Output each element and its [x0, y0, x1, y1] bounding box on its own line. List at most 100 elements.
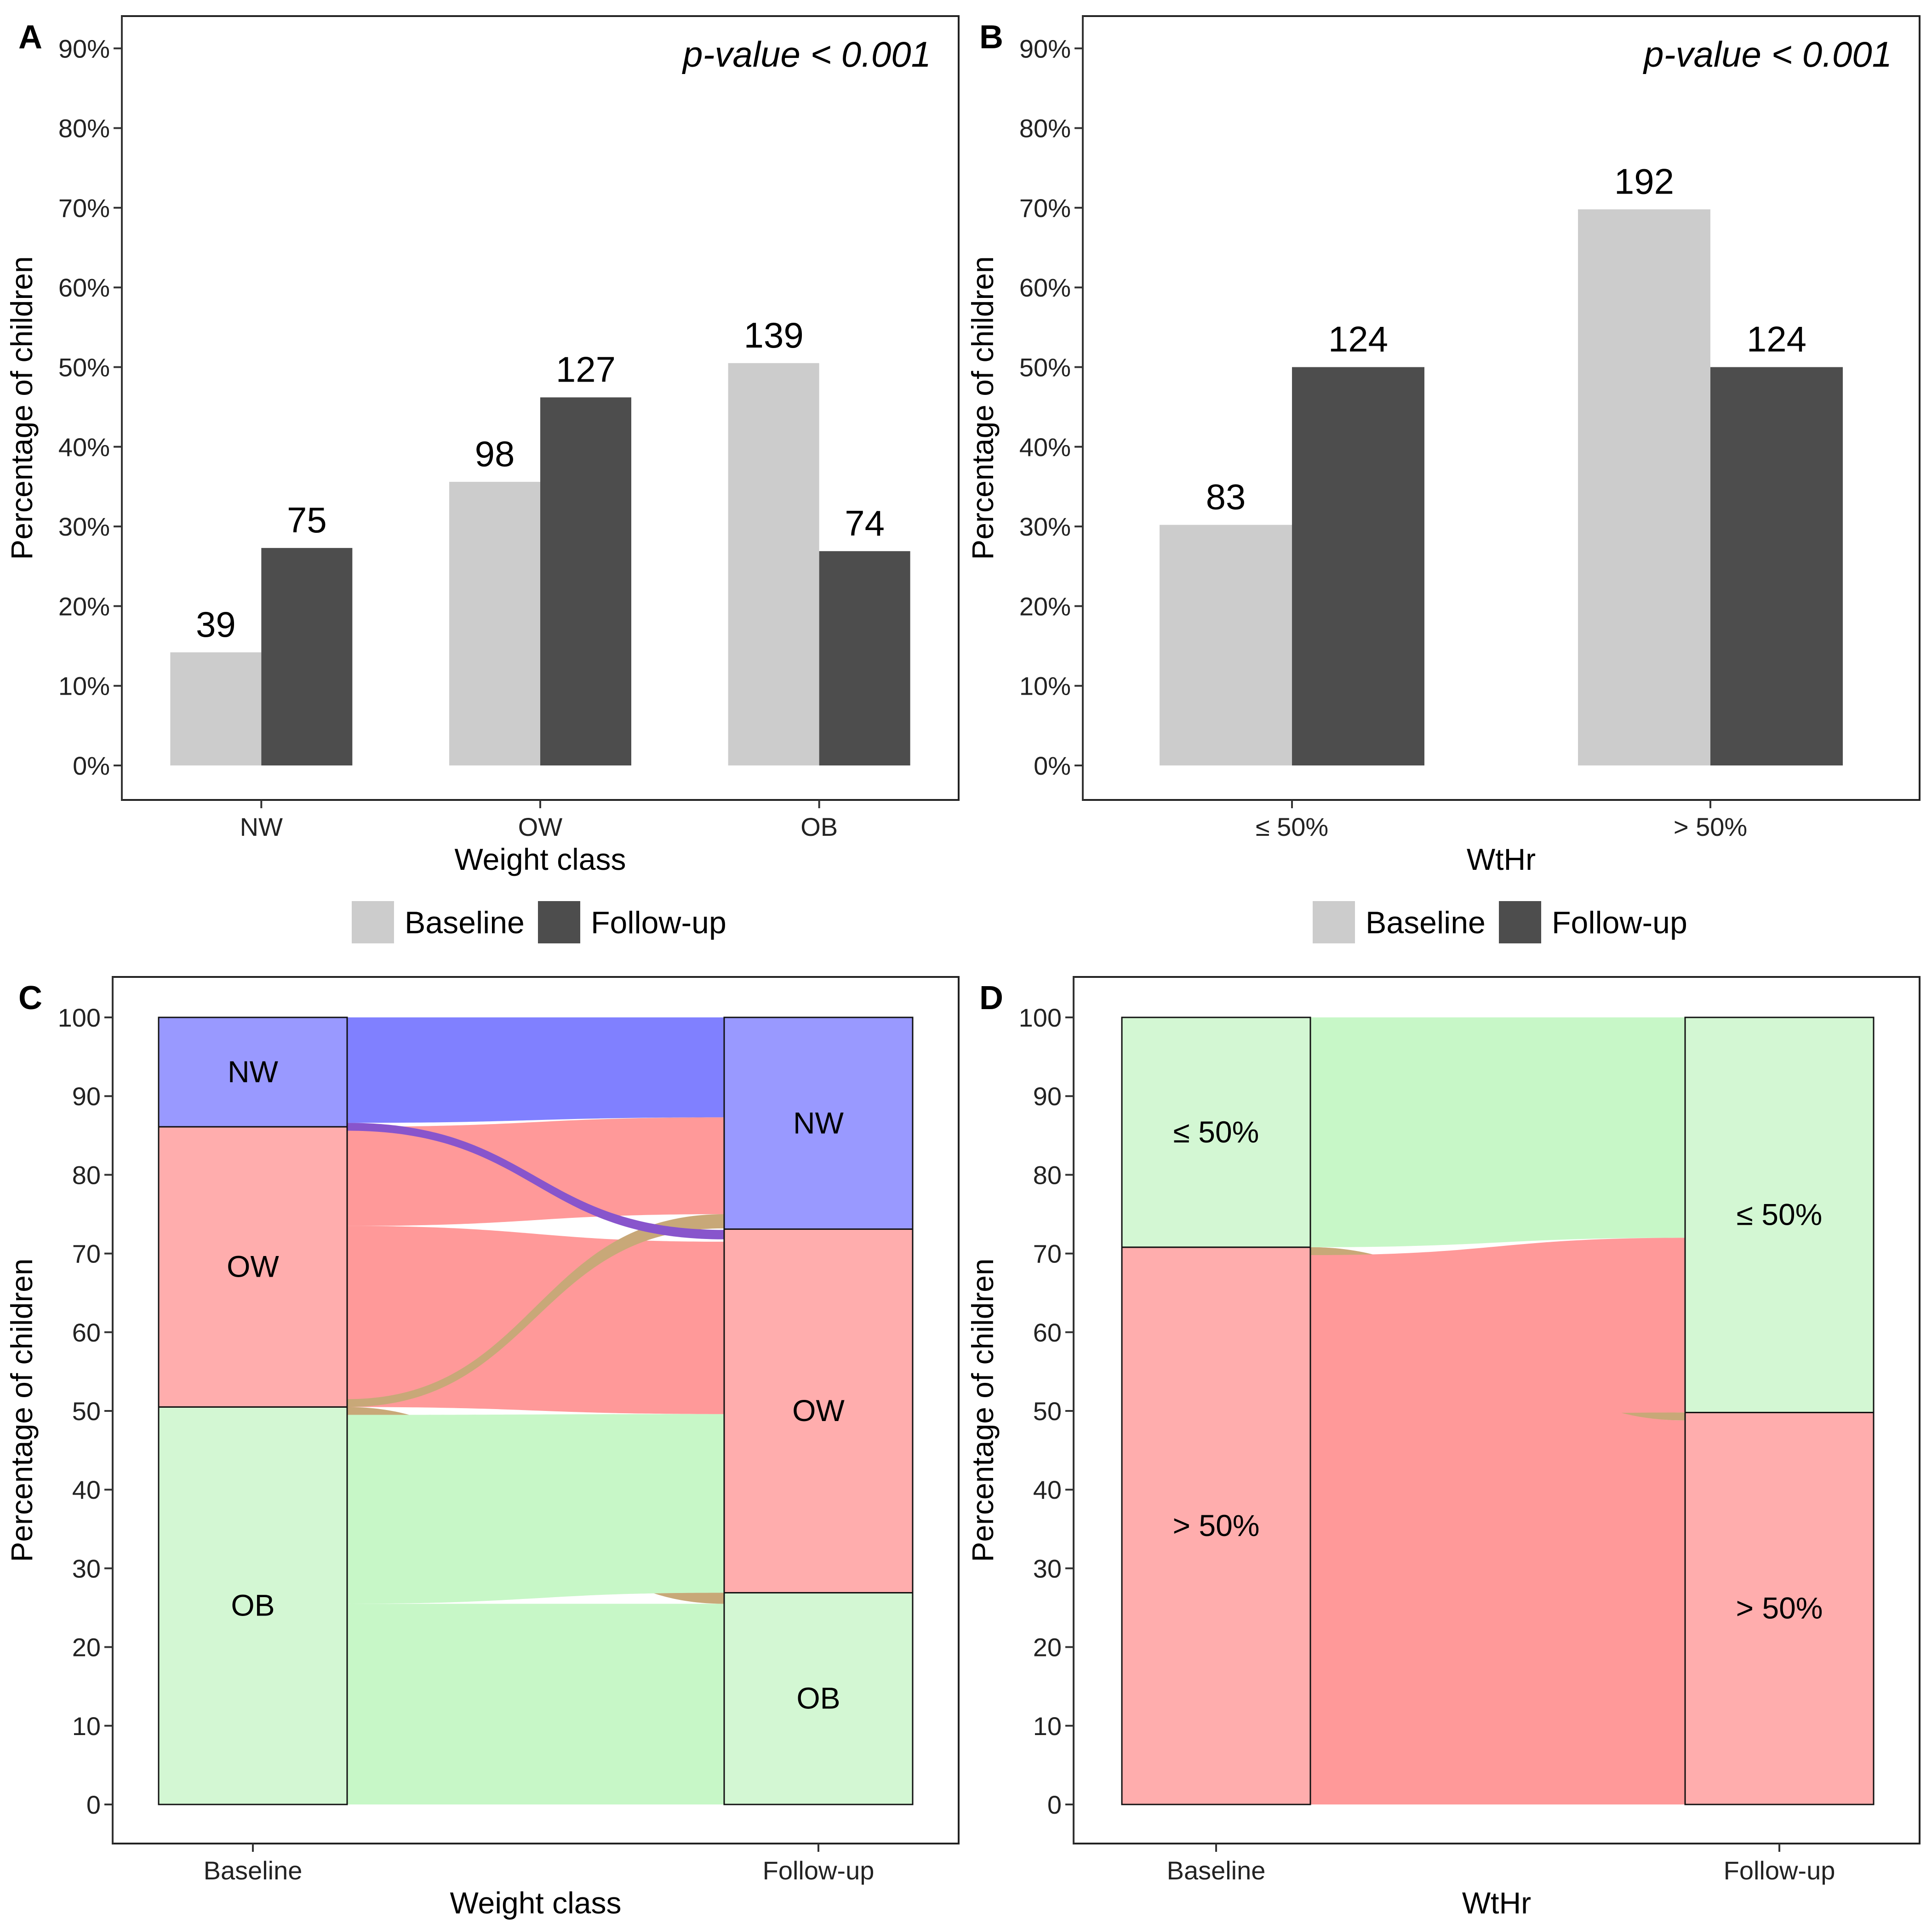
followup-stratum-ow: [723, 1228, 914, 1593]
followup-stratum-ob: [1684, 1016, 1875, 1413]
panel-A-y-tick-label: 60%: [58, 273, 110, 302]
panel-A-y-tick-label: 70%: [58, 194, 110, 223]
followup-stratum-nw: [723, 1016, 914, 1230]
panel-B-y-tick-label: 10%: [1019, 672, 1071, 701]
y-axis-title: Percentage of children: [966, 1258, 1000, 1562]
bar-data-label: 139: [744, 315, 804, 355]
x-axis-title: Weight class: [450, 1886, 622, 1920]
panel-letter: B: [979, 19, 1003, 56]
flow-ow-nw2: [347, 1117, 724, 1226]
flow-ob-ow2: [347, 1414, 724, 1604]
p-value-label: p-value < 0.001: [682, 34, 931, 74]
legend-label-baseline: Baseline: [1366, 905, 1486, 940]
stratum-label: OB: [796, 1681, 840, 1715]
x-tick-label: Follow-up: [763, 1856, 875, 1885]
panel-C-y-tick-label: 80: [72, 1160, 101, 1189]
baseline-bar: [449, 482, 540, 765]
flow-ob-ob: [347, 1604, 724, 1804]
bar-data-label: 83: [1206, 477, 1246, 517]
x-tick-label: Follow-up: [1724, 1856, 1835, 1885]
panel-A: 0% 10% 20% 30% 40% 50% 60% 70% 80% 90% Percentage …: [5, 15, 960, 943]
x-tick-label: OW: [518, 812, 563, 841]
panel-A-y-tick-label: 30%: [58, 512, 110, 541]
baseline-bar: [170, 652, 262, 765]
bar-data-label: 39: [196, 604, 236, 645]
panel-C-y-tick-label: 70: [72, 1239, 101, 1268]
flows: [347, 1017, 724, 1804]
panel-A-y-tick-label: 50%: [58, 353, 110, 382]
x-axis-title: Weight class: [455, 842, 626, 876]
bar-data-label: 75: [287, 500, 327, 540]
bar-data-label: 124: [1328, 319, 1388, 360]
panel-A-y-tick-label: 10%: [58, 672, 110, 701]
panel-A-y-tick-label: 90%: [58, 34, 110, 63]
panel-A-y-tick-label: 80%: [58, 114, 110, 143]
followup-bar: [1710, 367, 1843, 765]
flow-le-le: [1310, 1017, 1685, 1247]
bar-data-label: 127: [556, 349, 616, 389]
panel-D-y-tick-label: 60: [1033, 1318, 1062, 1347]
flow-nw-nw: [347, 1017, 724, 1123]
panel-C-y-tick-label: 60: [72, 1318, 101, 1347]
x-tick-label: ≤ 50%: [1256, 812, 1328, 841]
legend-label-followup: Follow-up: [1552, 905, 1687, 940]
panel-B: 0% 10% 20% 30% 40% 50% 60% 70% 80% 90% Percentage …: [966, 15, 1921, 943]
panel-C-y-tick-label: 0: [86, 1790, 101, 1819]
stratum-label: OW: [227, 1250, 279, 1284]
stratum-label: OW: [792, 1393, 845, 1427]
panel-B-y-tick-label: 40%: [1019, 433, 1071, 462]
x-tick-label: NW: [240, 812, 283, 841]
legend: Baseline Follow-up: [1313, 901, 1687, 943]
y-axis-title: Percentage of children: [5, 256, 39, 560]
x-tick-label: Baseline: [1167, 1856, 1266, 1885]
bar-data-label: 124: [1747, 319, 1806, 360]
panel-B-y-tick-label: 70%: [1019, 194, 1071, 223]
panel-B-y-tick-label: 50%: [1019, 353, 1071, 382]
bar-data-label: 74: [845, 503, 885, 543]
panel-A-y-tick-label: 40%: [58, 433, 110, 462]
legend-swatch-followup: [1499, 901, 1541, 943]
y-axis-title: Percentage of children: [5, 1258, 39, 1562]
flow-gt-gt2: [1310, 1238, 1685, 1421]
panel-letter: A: [18, 19, 42, 56]
stratum-label: > 50%: [1173, 1508, 1260, 1542]
baseline-bar: [1578, 209, 1710, 766]
legend-label-baseline: Baseline: [405, 905, 525, 940]
followup-stratum-ow: [1684, 1411, 1875, 1805]
baseline-stratum-ob: [158, 1406, 348, 1805]
bar-data-label: 98: [475, 434, 515, 474]
panel-B-y-tick-label: 80%: [1019, 114, 1071, 143]
panel-C-y-tick-label: 100: [58, 1003, 101, 1032]
panel-C-y-tick-label: 10: [72, 1712, 101, 1741]
panel-C-y-tick-label: 50: [72, 1397, 101, 1426]
panel-D-y-tick-label: 50: [1033, 1397, 1062, 1426]
panel-D-y-tick-label: 30: [1033, 1554, 1062, 1583]
flow-ow-nw: [347, 1214, 724, 1407]
panel-D-y-tick-label: 90: [1033, 1082, 1062, 1111]
panel-B-y-tick-label: 20%: [1019, 592, 1071, 621]
flows: [1310, 1017, 1685, 1804]
panel-A-y-tick-label: 20%: [58, 592, 110, 621]
baseline-stratum-ow: [1121, 1246, 1311, 1805]
panel-B-y-tick-label: 0%: [1034, 751, 1071, 780]
legend-swatch-baseline: [1313, 901, 1355, 943]
baseline-bar: [728, 363, 819, 765]
x-tick-label: OB: [800, 812, 838, 841]
stratum-label: > 50%: [1736, 1591, 1823, 1625]
panel-C-y-tick-label: 20: [72, 1633, 101, 1662]
y-axis-title: Percentage of children: [966, 256, 1000, 560]
baseline-stratum-nw: [158, 1016, 348, 1128]
legend: Baseline Follow-up: [352, 901, 726, 943]
flow-ow-ow: [347, 1226, 724, 1414]
panel-B-y-tick-label: 30%: [1019, 512, 1071, 541]
panel-D: 0 10 20 30 40 50 60 70 80 90 100 Percentage of chil…: [966, 976, 1921, 1920]
followup-bar: [261, 548, 353, 765]
panel-letter: D: [979, 980, 1003, 1016]
followup-bar: [819, 551, 910, 765]
x-axis-title: WtHr: [1462, 1886, 1531, 1920]
baseline-stratum-ow: [158, 1126, 348, 1408]
panel-A-y-tick-label: 0%: [73, 751, 110, 780]
baseline-bar: [1160, 525, 1292, 765]
stratum-label: ≤ 50%: [1737, 1198, 1823, 1232]
